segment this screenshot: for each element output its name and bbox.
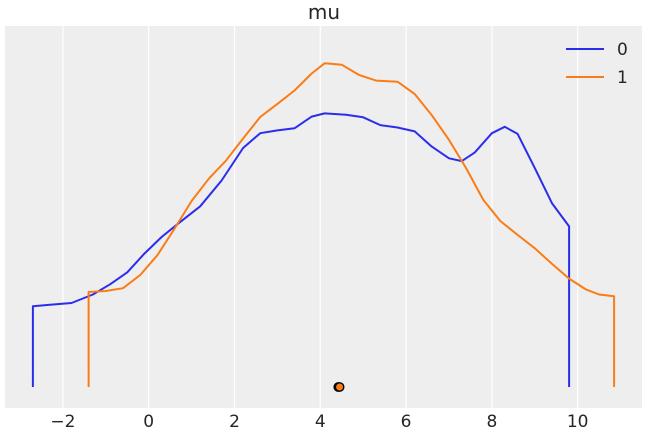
- legend-label-series-0: 0: [617, 40, 628, 60]
- point-estimate-series-1: [334, 382, 345, 392]
- x-tick-label: 6: [401, 412, 412, 432]
- legend: 01: [566, 40, 628, 88]
- x-tick-label: 0: [143, 412, 154, 432]
- density-line-series-1: [87, 62, 616, 388]
- x-axis-ticks: −2 0 2 4 6 8 10: [50, 412, 588, 432]
- plot-background: [5, 26, 642, 408]
- chart-title: mu: [308, 0, 340, 24]
- x-tick-label: 2: [229, 412, 240, 432]
- grid-lines: [62, 26, 579, 408]
- point-estimate-layer: [333, 382, 345, 392]
- x-tick-label: 8: [486, 412, 497, 432]
- density-line-series-0: [31, 112, 571, 388]
- x-tick-label: 4: [315, 412, 326, 432]
- x-tick-label: −2: [50, 412, 75, 432]
- legend-label-series-1: 1: [617, 68, 628, 88]
- series-layer: [31, 62, 616, 388]
- x-tick-label: 10: [567, 412, 589, 432]
